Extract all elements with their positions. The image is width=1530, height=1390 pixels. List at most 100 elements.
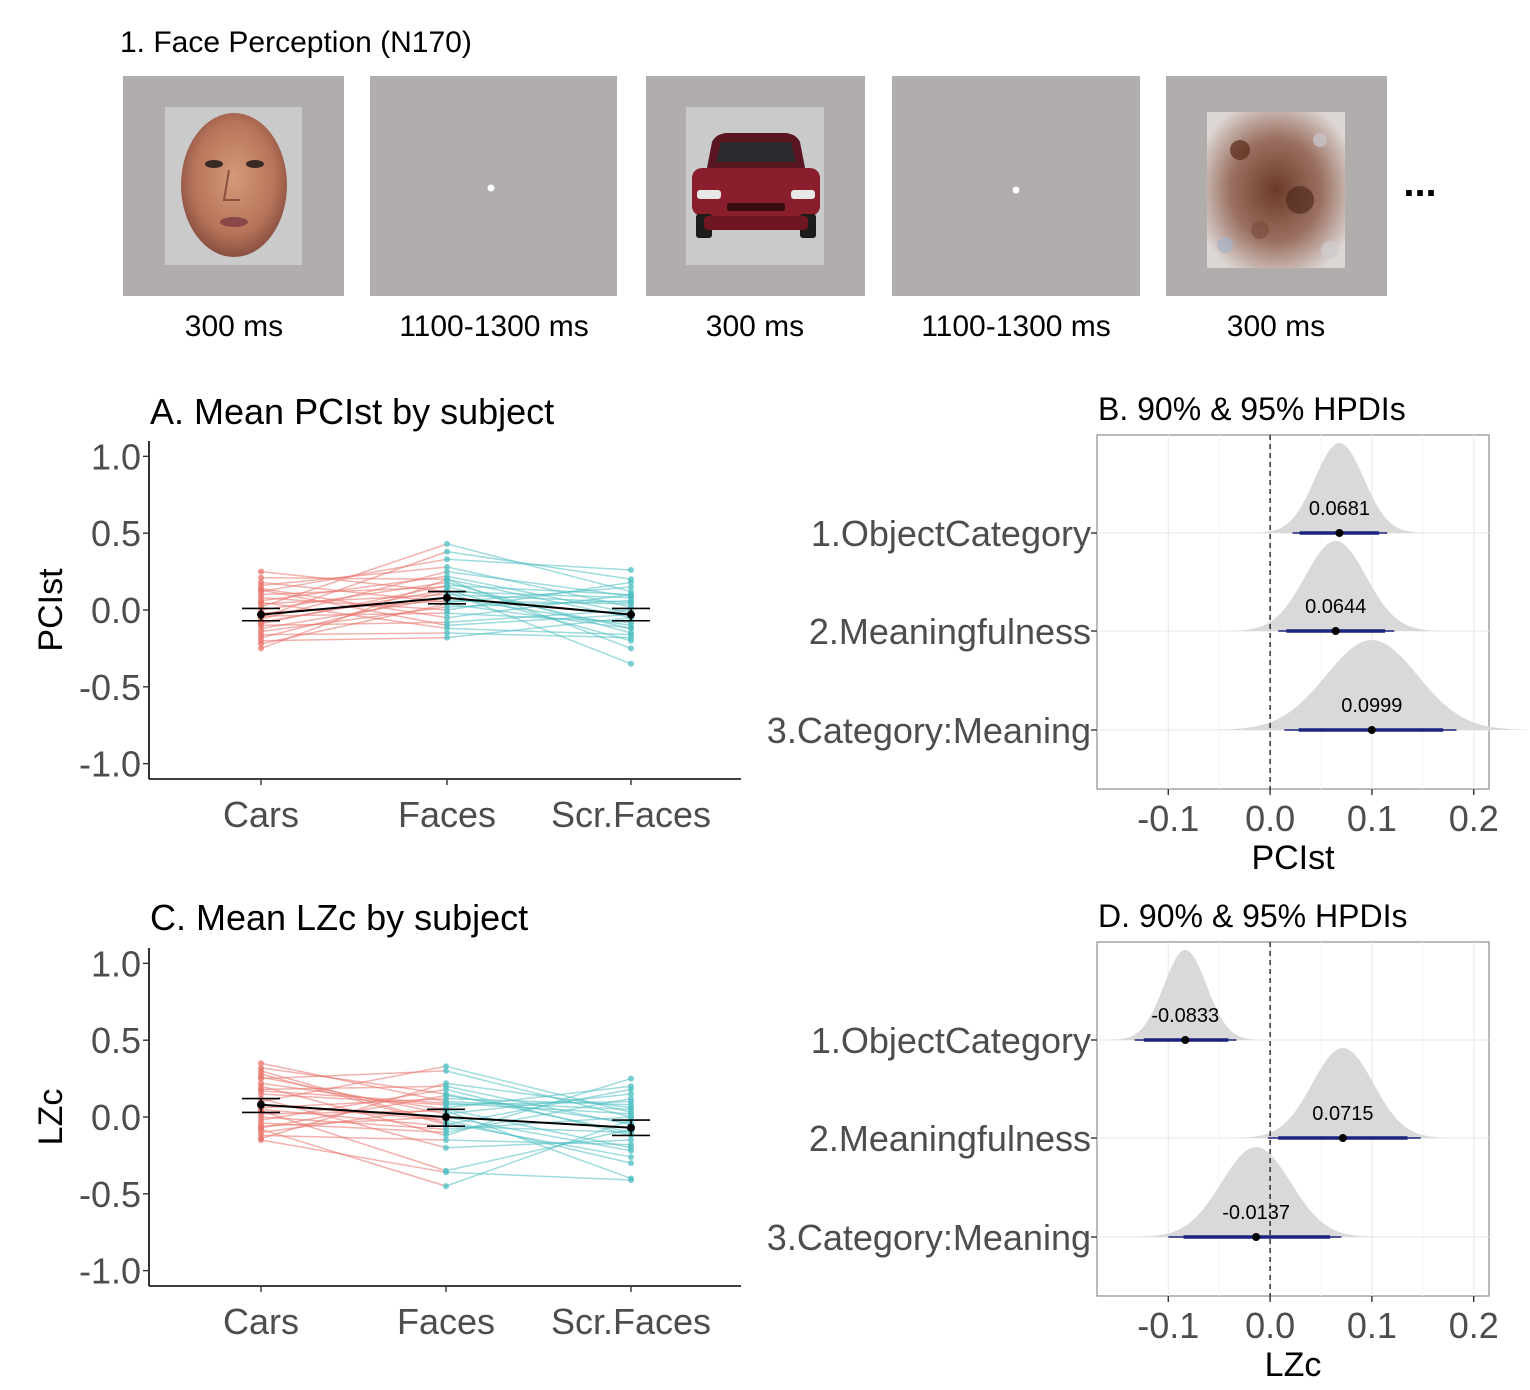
subject-point-faces bbox=[443, 1080, 449, 1087]
subject-line-cars-faces bbox=[260, 578, 448, 650]
posterior-density bbox=[1239, 1048, 1447, 1138]
frame-fixation-1: 1100-1300 ms bbox=[370, 76, 617, 343]
subject-line-faces-scr bbox=[445, 1116, 632, 1152]
panel-a-pcist-by-subject: A. Mean PCIst by subject PCIst 1.0 0.5 0.0 -0… bbox=[32, 391, 741, 835]
y-tick-label: -1.0 bbox=[79, 744, 141, 785]
subject-point-cars bbox=[258, 1060, 264, 1067]
x-tick-label: Cars bbox=[223, 1301, 299, 1342]
subject-point-cars bbox=[258, 587, 264, 594]
subject-line-faces-scr bbox=[446, 543, 632, 593]
subject-line-faces-scr bbox=[445, 1085, 632, 1109]
subject-point-faces bbox=[443, 1183, 449, 1190]
fixation-dot-icon bbox=[1012, 186, 1020, 194]
mean-point bbox=[627, 610, 635, 619]
x-tick-label: -0.1 bbox=[1137, 798, 1199, 839]
subject-point-scr-faces bbox=[628, 597, 634, 604]
subject-point-faces bbox=[443, 1086, 449, 1093]
subject-line-cars-faces bbox=[260, 1065, 447, 1103]
subject-line-cars-faces bbox=[260, 1076, 447, 1115]
subject-line-faces-scr bbox=[445, 1077, 632, 1137]
paradigm: 1. Face Perception (N170) 300 ms 1100-13… bbox=[120, 26, 1437, 343]
mean-point bbox=[627, 1123, 635, 1132]
posterior-density bbox=[1112, 950, 1258, 1040]
subject-line-cars-faces bbox=[260, 596, 448, 611]
subject-point-cars bbox=[258, 1087, 264, 1094]
subject-line-cars-faces bbox=[260, 593, 448, 605]
subject-point-faces bbox=[444, 556, 450, 563]
subject-point-scr-faces bbox=[628, 1095, 634, 1102]
subject-point-faces bbox=[443, 1063, 449, 1070]
frame-label: 1100-1300 ms bbox=[921, 310, 1111, 343]
subject-point-cars bbox=[258, 1124, 264, 1131]
subject-point-scr-faces bbox=[628, 1137, 634, 1144]
frame-label: 1100-1300 ms bbox=[399, 310, 589, 343]
subject-line-faces-scr bbox=[446, 593, 632, 604]
subject-line-faces-scr bbox=[446, 566, 632, 608]
subject-line-faces-scr bbox=[445, 1125, 632, 1134]
posterior-mean-label: 0.0715 bbox=[1312, 1103, 1373, 1125]
subject-line-faces-scr bbox=[446, 550, 632, 581]
subject-point-scr-faces bbox=[628, 625, 634, 632]
subject-point-cars bbox=[258, 620, 264, 627]
panel-title: B. 90% & 95% HPDIs bbox=[1098, 391, 1406, 427]
y-tick-label: 0.5 bbox=[91, 513, 141, 554]
x-tick-label: Scr.Faces bbox=[551, 794, 711, 835]
y-tick-label: 2.Meaningfulness bbox=[809, 611, 1091, 652]
subject-line-faces-scr bbox=[445, 1082, 632, 1109]
paradigm-title: 1. Face Perception (N170) bbox=[120, 26, 472, 59]
subject-point-scr-faces bbox=[628, 591, 634, 598]
subject-line-faces-scr bbox=[446, 570, 632, 597]
panel-c-lzc-by-subject: C. Mean LZc by subject LZc 1.0 0.5 0.0 -0.5 -1… bbox=[32, 897, 741, 1342]
subject-point-cars bbox=[258, 640, 264, 647]
subject-line-cars-faces bbox=[260, 1062, 447, 1103]
x-tick-label: 0.1 bbox=[1347, 1305, 1397, 1346]
x-tick-label: Cars bbox=[223, 794, 299, 835]
x-tick-label: Scr.Faces bbox=[551, 1301, 711, 1342]
posterior-density bbox=[1138, 1147, 1374, 1237]
subject-line-cars-faces bbox=[260, 1116, 447, 1127]
subject-point-faces bbox=[443, 1169, 449, 1176]
subject-line-cars-faces bbox=[260, 632, 448, 636]
subject-line-faces-scr bbox=[446, 575, 632, 614]
subject-line-faces-scr bbox=[446, 589, 632, 642]
posterior-mean-point bbox=[1338, 1134, 1347, 1142]
y-tick-label: -1.0 bbox=[79, 1251, 141, 1292]
subject-line-cars-faces bbox=[260, 543, 448, 608]
subject-point-scr-faces bbox=[628, 1110, 634, 1117]
subject-point-faces bbox=[444, 540, 450, 547]
subject-point-scr-faces bbox=[628, 1160, 634, 1167]
subject-line-cars-faces bbox=[260, 1128, 447, 1187]
frame-label: 300 ms bbox=[185, 310, 283, 343]
posterior-mean-label: 0.0681 bbox=[1309, 498, 1370, 520]
subject-point-scr-faces bbox=[628, 1153, 634, 1160]
subject-line-cars-faces bbox=[260, 584, 448, 625]
x-axis-title: PCIst bbox=[1251, 839, 1335, 877]
subject-point-cars bbox=[258, 599, 264, 606]
panel-title: C. Mean LZc by subject bbox=[150, 897, 528, 938]
frame-fixation-2: 1100-1300 ms bbox=[892, 76, 1140, 343]
subject-line-cars-faces bbox=[260, 1110, 447, 1172]
fixation-dot-icon bbox=[487, 184, 495, 192]
x-tick-label: -0.1 bbox=[1137, 1305, 1199, 1346]
y-tick-label: 2.Meaningfulness bbox=[809, 1118, 1091, 1159]
y-tick-label: -0.5 bbox=[79, 667, 141, 708]
y-tick-label: 0.0 bbox=[91, 590, 141, 631]
mean-point bbox=[257, 610, 265, 619]
frame-label: 300 ms bbox=[706, 310, 804, 343]
subject-point-faces bbox=[444, 614, 450, 621]
ellipsis: ... bbox=[1403, 161, 1436, 205]
subject-point-cars bbox=[258, 645, 264, 652]
subject-line-faces-scr bbox=[445, 1122, 632, 1158]
subject-line-faces-scr bbox=[446, 616, 632, 639]
subject-point-scr-faces bbox=[628, 1075, 634, 1082]
subject-point-cars bbox=[258, 568, 264, 575]
subject-line-faces-scr bbox=[446, 578, 632, 650]
subject-point-cars bbox=[258, 1137, 264, 1144]
frame-face: 300 ms bbox=[123, 76, 344, 343]
x-tick-label: Faces bbox=[398, 794, 496, 835]
subject-point-cars bbox=[258, 1067, 264, 1074]
posterior-density bbox=[1231, 541, 1440, 631]
y-tick-label: 1.ObjectCategory bbox=[811, 513, 1091, 554]
x-tick-label: 0.0 bbox=[1245, 798, 1295, 839]
